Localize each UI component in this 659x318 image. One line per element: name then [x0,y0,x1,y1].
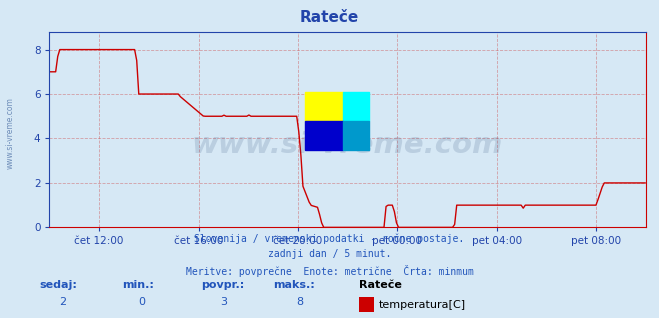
Text: temperatura[C]: temperatura[C] [379,300,466,310]
Text: www.si-vreme.com: www.si-vreme.com [5,98,14,169]
Text: min.:: min.: [122,280,154,290]
Text: 3: 3 [221,297,227,307]
Text: 8: 8 [297,297,303,307]
Text: maks.:: maks.: [273,280,315,290]
Text: Slovenija / vremenski podatki - ročne postaje.
zadnji dan / 5 minut.
Meritve: po: Slovenija / vremenski podatki - ročne po… [186,234,473,277]
Bar [343,121,369,149]
Text: povpr.:: povpr.: [201,280,244,290]
Text: 2: 2 [59,297,66,307]
Bar [305,92,343,121]
Text: www.si-vreme.com: www.si-vreme.com [192,131,503,159]
Text: Rateče: Rateče [300,10,359,24]
Text: 0: 0 [138,297,145,307]
Bar [343,92,369,121]
Text: Rateče: Rateče [359,280,402,290]
Bar [305,121,343,149]
Text: sedaj:: sedaj: [40,280,77,290]
